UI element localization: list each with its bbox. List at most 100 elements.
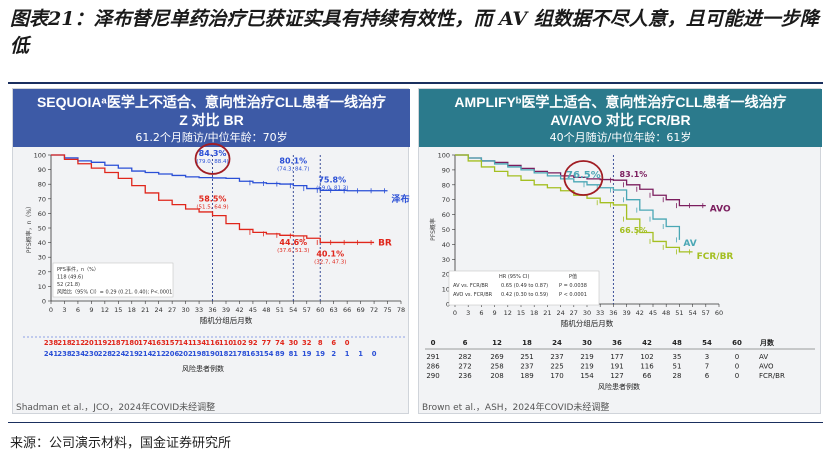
annotation-ci: (37.6, 51.3) bbox=[277, 248, 309, 254]
highlight-circle bbox=[563, 160, 604, 196]
y-tick-label: 60 bbox=[442, 211, 450, 219]
y-tick-label: 30 bbox=[38, 254, 46, 262]
risk-value: 154 bbox=[259, 350, 273, 358]
x-tick-label: 21 bbox=[543, 309, 551, 317]
amplify-panel: AMPLIFYᵇ医学上适合、意向性治疗CLL患者一线治疗 AV/AVO 对比 FC… bbox=[418, 88, 822, 414]
series-name: BR bbox=[378, 238, 392, 248]
y-tick-label: 80 bbox=[442, 181, 450, 189]
risk-value: 258 bbox=[490, 363, 503, 371]
risk-value: 163 bbox=[152, 339, 166, 347]
x-tick-label: 0 bbox=[453, 309, 457, 317]
risk-value: 212 bbox=[71, 339, 85, 347]
risk-value: 92 bbox=[248, 339, 258, 347]
x-tick-label: 3 bbox=[466, 309, 470, 317]
y-tick-label: 40 bbox=[442, 241, 450, 249]
annotation-ci: (74.3, 84.7) bbox=[277, 167, 309, 173]
risk-value: 201 bbox=[84, 339, 98, 347]
sequoia-panel: SEQUOIAᵃ医学上不适合、意向性治疗CLL患者一线治疗 Z 对比 BR 61.2… bbox=[12, 88, 410, 414]
risk-value: 127 bbox=[610, 372, 623, 380]
stats-text: 0.65 (0.49 to 0.87) bbox=[501, 283, 548, 289]
header-title: SEQUOIAᵃ医学上不适合、意向性治疗CLL患者一线治疗 bbox=[37, 94, 386, 110]
risk-value: 237 bbox=[550, 353, 563, 361]
risk-value: 1 bbox=[345, 350, 350, 358]
x-tick-label: 78 bbox=[397, 306, 405, 314]
risk-value: 228 bbox=[98, 350, 112, 358]
x-tick-label: 57 bbox=[702, 309, 710, 317]
header-title-2: Z 对比 BR bbox=[179, 112, 244, 128]
risk-value: 74 bbox=[275, 339, 285, 347]
risk-value: 192 bbox=[98, 339, 112, 347]
y-tick-label: 0 bbox=[446, 301, 450, 309]
x-tick-label: 15 bbox=[114, 306, 122, 314]
x-tick-label: 72 bbox=[370, 306, 378, 314]
series-line-2 bbox=[455, 154, 681, 240]
risk-value: 1 bbox=[358, 350, 363, 358]
risk-value: 198 bbox=[192, 350, 206, 358]
series-name: AV bbox=[683, 239, 696, 249]
x-tick-label: 12 bbox=[101, 306, 109, 314]
x-tick-label: 18 bbox=[128, 306, 136, 314]
risk-value: 8 bbox=[318, 339, 323, 347]
x-tick-label: 0 bbox=[49, 306, 53, 314]
risk-header: 月数 bbox=[759, 338, 775, 347]
risk-value: 224 bbox=[111, 350, 125, 358]
risk-value: 81 bbox=[289, 350, 299, 358]
x-tick-label: 48 bbox=[662, 309, 670, 317]
risk-header: 42 bbox=[642, 339, 652, 347]
amplify-chart: AMPLIFYᵇ医学上适合、意向性治疗CLL患者一线治疗 AV/AVO 对比 FC… bbox=[419, 89, 822, 391]
header-band bbox=[419, 89, 822, 147]
x-tick-label: 27 bbox=[168, 306, 176, 314]
y-tick-label: 100 bbox=[34, 152, 46, 160]
y-axis-label: PFS概率，n（%） bbox=[25, 203, 33, 253]
x-tick-label: 42 bbox=[235, 306, 243, 314]
risk-value: 19 bbox=[302, 350, 312, 358]
stats-text: 52 (21.8) bbox=[57, 282, 80, 288]
risk-header: 60 bbox=[732, 339, 742, 347]
risk-value: 2 bbox=[331, 350, 336, 358]
bottom-rule bbox=[8, 422, 823, 423]
risk-value: 189 bbox=[520, 372, 533, 380]
y-tick-label: 70 bbox=[38, 195, 46, 203]
y-tick-label: 50 bbox=[38, 225, 46, 233]
risk-header: 36 bbox=[612, 339, 622, 347]
risk-value: 0 bbox=[735, 372, 739, 380]
risk-value: 251 bbox=[520, 353, 533, 361]
risk-value: 191 bbox=[610, 363, 623, 371]
risk-row-name: FCR/BR bbox=[759, 372, 785, 380]
risk-value: 236 bbox=[458, 372, 472, 380]
risk-value: 66 bbox=[643, 372, 652, 380]
risk-value: 202 bbox=[179, 350, 193, 358]
amplify-citation: Brown et al.，ASH，2024年COVID未经调整 bbox=[422, 403, 610, 413]
risk-value: 163 bbox=[246, 350, 260, 358]
x-tick-label: 15 bbox=[517, 309, 525, 317]
header-title-2: AV/AVO 对比 FCR/BR bbox=[550, 112, 690, 128]
figure-title: 图表21：泽布替尼单药治疗已获证实具有持续有效性，而 AV 组数据不尽人意，且可… bbox=[10, 8, 819, 57]
risk-value: 0 bbox=[372, 350, 377, 358]
risk-value: 102 bbox=[232, 339, 246, 347]
risk-value: 32 bbox=[302, 339, 312, 347]
risk-value: 241 bbox=[44, 350, 58, 358]
x-tick-label: 3 bbox=[62, 306, 66, 314]
risk-value: 286 bbox=[426, 363, 440, 371]
risk-value: 230 bbox=[84, 350, 98, 358]
x-tick-label: 24 bbox=[556, 309, 564, 317]
risk-value: 269 bbox=[490, 353, 503, 361]
x-tick-label: 54 bbox=[289, 306, 297, 314]
risk-value: 219 bbox=[125, 350, 139, 358]
risk-row-name: AVO bbox=[759, 363, 774, 371]
x-tick-label: 27 bbox=[570, 309, 578, 317]
annotation-ci: (79.0, 88.4) bbox=[196, 159, 228, 165]
risk-value: 225 bbox=[550, 363, 563, 371]
risk-value: 219 bbox=[580, 353, 593, 361]
y-tick-label: 0 bbox=[42, 298, 46, 306]
stats-text: HR (95% CI) bbox=[499, 274, 529, 280]
risk-value: 7 bbox=[705, 363, 709, 371]
x-tick-label: 60 bbox=[715, 309, 723, 317]
risk-value: 0 bbox=[735, 353, 739, 361]
risk-header: 24 bbox=[552, 339, 562, 347]
y-tick-label: 40 bbox=[38, 239, 46, 247]
risk-value: 116 bbox=[640, 363, 654, 371]
y-tick-label: 80 bbox=[38, 181, 46, 189]
x-tick-label: 39 bbox=[622, 309, 630, 317]
x-tick-label: 24 bbox=[155, 306, 163, 314]
